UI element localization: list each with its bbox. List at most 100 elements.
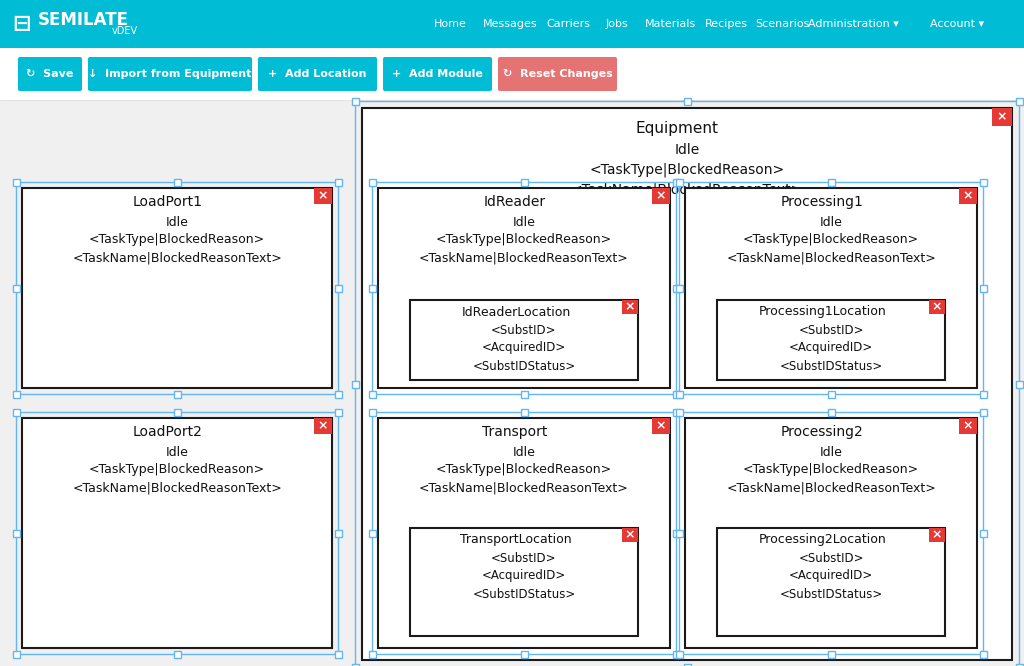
Bar — [676, 529, 683, 537]
Bar — [12, 651, 19, 657]
Text: ↓  Import from Equipment: ↓ Import from Equipment — [88, 69, 252, 79]
Text: Messages: Messages — [482, 19, 538, 29]
Bar — [369, 390, 376, 398]
Text: Processing2: Processing2 — [780, 425, 863, 439]
Text: Idle: Idle — [166, 446, 188, 458]
Text: Processing2Location: Processing2Location — [759, 533, 887, 547]
Bar — [335, 284, 341, 292]
Text: ↻  Reset Changes: ↻ Reset Changes — [503, 69, 612, 79]
Text: <TaskType|BlockedReason>: <TaskType|BlockedReason> — [590, 163, 784, 177]
Text: TransportLocation: TransportLocation — [460, 533, 571, 547]
Bar — [1016, 380, 1023, 388]
Text: <AcquiredID>: <AcquiredID> — [482, 569, 566, 583]
Text: Idle: Idle — [819, 446, 843, 458]
Text: Recipes: Recipes — [705, 19, 748, 29]
Bar — [351, 97, 358, 105]
Bar — [351, 380, 358, 388]
Bar — [992, 108, 1012, 126]
Bar — [335, 390, 341, 398]
Bar — [520, 178, 527, 186]
Text: Jobs: Jobs — [605, 19, 629, 29]
Bar — [335, 408, 341, 416]
Bar — [372, 182, 676, 394]
Bar — [410, 300, 638, 380]
Text: <AcquiredID>: <AcquiredID> — [482, 342, 566, 354]
Text: Transport: Transport — [482, 425, 548, 439]
Text: Administration ▾: Administration ▾ — [808, 19, 898, 29]
Bar — [676, 390, 683, 398]
Bar — [717, 300, 945, 380]
FancyBboxPatch shape — [498, 57, 617, 91]
FancyBboxPatch shape — [88, 57, 252, 91]
Bar — [314, 418, 332, 434]
Bar — [369, 408, 376, 416]
Bar — [12, 390, 19, 398]
Bar — [980, 178, 986, 186]
Text: Idle: Idle — [166, 216, 188, 228]
Text: vDEV: vDEV — [112, 26, 138, 36]
Bar — [173, 390, 180, 398]
Text: ×: × — [932, 529, 942, 541]
Bar — [673, 390, 680, 398]
Bar — [16, 412, 338, 654]
Text: <SubstID>: <SubstID> — [799, 551, 864, 565]
Text: <TaskType|BlockedReason>: <TaskType|BlockedReason> — [436, 234, 612, 246]
Text: IdReaderLocation: IdReaderLocation — [462, 306, 570, 318]
Text: <TaskName|BlockedReasonText>: <TaskName|BlockedReasonText> — [726, 482, 936, 494]
Bar — [679, 182, 983, 394]
Text: <AcquiredID>: <AcquiredID> — [788, 569, 873, 583]
Bar — [980, 284, 986, 292]
Bar — [679, 412, 983, 654]
Bar — [12, 408, 19, 416]
Text: +  Add Module: + Add Module — [392, 69, 483, 79]
Text: <TaskType|BlockedReason>: <TaskType|BlockedReason> — [743, 234, 920, 246]
Bar — [173, 408, 180, 416]
Bar — [0, 0, 1024, 48]
Text: <TaskName|BlockedReasonText>: <TaskName|BlockedReasonText> — [72, 482, 282, 494]
Text: ×: × — [963, 420, 973, 432]
Bar — [827, 390, 835, 398]
Bar — [827, 651, 835, 657]
Text: Idle: Idle — [513, 216, 536, 228]
Text: <SubstID>: <SubstID> — [799, 324, 864, 336]
Bar — [16, 182, 338, 394]
Bar — [12, 178, 19, 186]
Bar — [12, 284, 19, 292]
Bar — [0, 48, 1024, 100]
Text: Idle: Idle — [675, 143, 699, 157]
Text: <SubstIDStatus>: <SubstIDStatus> — [779, 587, 883, 601]
Bar — [335, 529, 341, 537]
Text: <SubstIDStatus>: <SubstIDStatus> — [472, 587, 575, 601]
Text: ×: × — [317, 420, 329, 432]
Text: <TaskName|BlockedReasonText>: <TaskName|BlockedReasonText> — [419, 252, 629, 264]
Text: <TaskName|BlockedReasonText>: <TaskName|BlockedReasonText> — [570, 182, 803, 197]
Bar — [652, 188, 670, 204]
Text: <TaskName|BlockedReasonText>: <TaskName|BlockedReasonText> — [72, 252, 282, 264]
Bar — [673, 651, 680, 657]
Text: LoadPort1: LoadPort1 — [133, 195, 203, 209]
Bar — [673, 529, 680, 537]
Bar — [520, 390, 527, 398]
Bar — [372, 412, 676, 654]
FancyBboxPatch shape — [18, 57, 82, 91]
Bar — [959, 188, 977, 204]
Bar — [520, 651, 527, 657]
Bar — [22, 418, 332, 648]
Text: +  Add Location: + Add Location — [268, 69, 367, 79]
Bar — [676, 408, 683, 416]
Text: ×: × — [932, 300, 942, 314]
Bar — [355, 101, 1019, 666]
Text: ⊟: ⊟ — [12, 14, 31, 34]
Bar — [676, 178, 683, 186]
Bar — [683, 97, 690, 105]
Text: <TaskName|BlockedReasonText>: <TaskName|BlockedReasonText> — [419, 482, 629, 494]
Bar — [369, 284, 376, 292]
Text: <TaskType|BlockedReason>: <TaskType|BlockedReason> — [743, 464, 920, 476]
Bar — [676, 651, 683, 657]
Text: Scenarios: Scenarios — [755, 19, 809, 29]
Text: LoadPort2: LoadPort2 — [133, 425, 203, 439]
Text: <SubstID>: <SubstID> — [492, 324, 557, 336]
Bar — [673, 284, 680, 292]
Bar — [1016, 97, 1023, 105]
Bar — [335, 178, 341, 186]
